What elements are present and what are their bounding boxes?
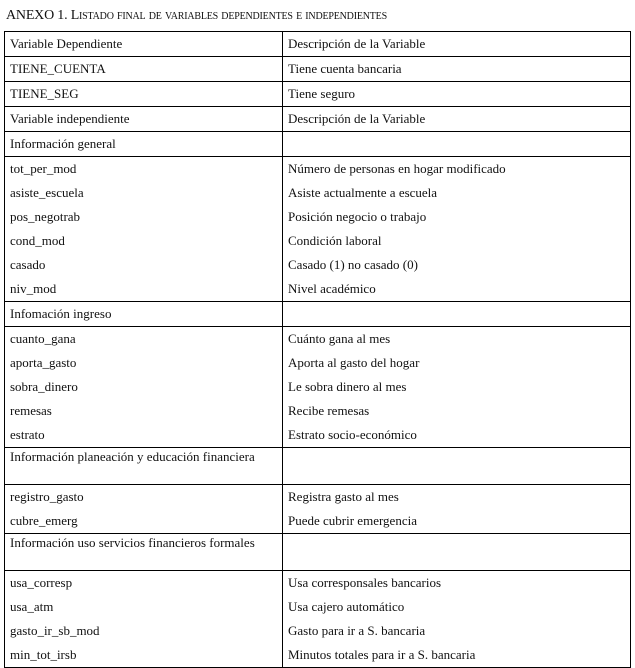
section-empty-cell (282, 533, 631, 571)
section-label-cell: Infomación ingreso (4, 301, 283, 327)
variable-name: estrato (10, 427, 45, 442)
section-label: Información uso servicios financieros fo… (10, 535, 255, 550)
variable-name: remesas (10, 403, 52, 418)
variable-name: cuanto_gana (10, 331, 76, 346)
section-empty-cell (282, 301, 631, 327)
section-descriptions-cell: Usa corresponsales bancarios Usa cajero a… (282, 570, 631, 668)
variable-name: registro_gasto (10, 489, 84, 504)
variable-description: Usa cajero automático (288, 599, 405, 614)
section-header-row: Información planeación y educación finan… (4, 447, 631, 485)
variable-name: TIENE_CUENTA (10, 61, 106, 76)
section-label-cell: Información uso servicios financieros fo… (4, 533, 283, 571)
section-label: Infomación ingreso (10, 306, 112, 321)
annex-title: ANEXO 1. Listado final de variables depe… (6, 8, 387, 23)
variable-description: Asiste actualmente a escuela (288, 185, 438, 200)
header-col1-text: Variable Dependiente (10, 36, 123, 51)
variable-name: Variable independiente (10, 111, 130, 126)
section-items-row: usa_corresp usa_atm gasto_ir_sb_mod min_tot… (4, 570, 631, 668)
section-header-row: Infomación ingreso (4, 301, 631, 327)
variable-name: casado (10, 257, 46, 272)
variables-table: Variable Dependiente Descripción de la V… (4, 31, 631, 668)
variable-name: usa_corresp (10, 575, 73, 590)
variable-name: asiste_escuela (10, 185, 84, 200)
header-col2: Descripción de la Variable (282, 31, 631, 57)
variable-description: Registra gasto al mes (288, 489, 399, 504)
variable-description: Casado (1) no casado (0) (288, 257, 418, 272)
section-items-row: registro_gasto cubre_emerg Registra gasto … (4, 484, 631, 534)
variable-description: Tiene cuenta bancaria (288, 61, 402, 76)
cell-variable: TIENE_SEG (4, 81, 283, 107)
variable-name: sobra_dinero (10, 379, 78, 394)
variable-name: cond_mod (10, 233, 65, 248)
header-row: Variable Dependiente Descripción de la V… (4, 31, 631, 57)
section-empty-cell (282, 131, 631, 157)
independent-header-row: Variable independiente Descripción de la … (4, 106, 631, 132)
cell-description: Tiene cuenta bancaria (282, 56, 631, 82)
variable-name: niv_mod (10, 281, 57, 296)
section-label-cell: Información general (4, 131, 283, 157)
cell-variable: TIENE_CUENTA (4, 56, 283, 82)
section-label-cell: Información planeación y educación finan… (4, 447, 283, 485)
variable-description: Condición laboral (288, 233, 382, 248)
variable-description: Nivel académico (288, 281, 376, 296)
section-variables-cell: usa_corresp usa_atm gasto_ir_sb_mod min_tot… (4, 570, 283, 668)
variable-description: Gasto para ir a S. bancaria (288, 623, 426, 638)
variable-name: tot_per_mod (10, 161, 77, 176)
variable-description: Posición negocio o trabajo (288, 209, 427, 224)
cell-variable: Variable independiente (4, 106, 283, 132)
variable-description: Aporta al gasto del hogar (288, 355, 420, 370)
variable-name: pos_negotrab (10, 209, 81, 224)
variable-name: min_tot_irsb (10, 647, 77, 662)
variable-description: Puede cubrir emergencia (288, 513, 417, 528)
section-variables-cell: registro_gasto cubre_emerg (4, 484, 283, 534)
variable-description: Recibe remesas (288, 403, 370, 418)
variable-description: Usa corresponsales bancarios (288, 575, 442, 590)
variable-name: usa_atm (10, 599, 54, 614)
variable-name: cubre_emerg (10, 513, 78, 528)
cell-description: Descripción de la Variable (282, 106, 631, 132)
variable-description: Estrato socio-económico (288, 427, 417, 442)
section-descriptions-cell: Número de personas en hogar modificado As… (282, 156, 631, 302)
section-descriptions-cell: Registra gasto al mes Puede cubrir emerge… (282, 484, 631, 534)
variable-description: Cuánto gana al mes (288, 331, 391, 346)
variable-description: Le sobra dinero al mes (288, 379, 407, 394)
section-label: Información general (10, 136, 116, 151)
variable-description: Minutos totales para ir a S. bancaria (288, 647, 476, 662)
variable-description: Número de personas en hogar modificado (288, 161, 506, 176)
section-descriptions-cell: Cuánto gana al mes Aporta al gasto del ho… (282, 326, 631, 448)
section-label: Información planeación y educación finan… (10, 449, 255, 464)
header-col2-text: Descripción de la Variable (288, 36, 426, 51)
section-header-row: Información uso servicios financieros fo… (4, 533, 631, 571)
cell-description: Tiene seguro (282, 81, 631, 107)
variable-name: aporta_gasto (10, 355, 77, 370)
variable-description: Tiene seguro (288, 86, 356, 101)
section-header-row: Información general (4, 131, 631, 157)
section-empty-cell (282, 447, 631, 485)
variable-description: Descripción de la Variable (288, 111, 426, 126)
variable-name: gasto_ir_sb_mod (10, 623, 100, 638)
header-col1: Variable Dependiente (4, 31, 283, 57)
dependent-row: TIENE_CUENTA Tiene cuenta bancaria (4, 56, 631, 82)
dependent-row: TIENE_SEG Tiene seguro (4, 81, 631, 107)
variable-name: TIENE_SEG (10, 86, 79, 101)
